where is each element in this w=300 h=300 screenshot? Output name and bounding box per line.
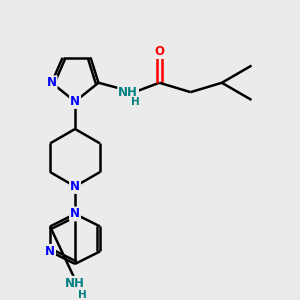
Text: N: N xyxy=(70,95,80,108)
Text: H: H xyxy=(77,290,86,299)
Text: N: N xyxy=(70,207,80,220)
Text: N: N xyxy=(45,245,55,258)
Text: N: N xyxy=(70,180,80,193)
Text: NH: NH xyxy=(118,85,138,99)
Text: N: N xyxy=(46,76,57,89)
Text: H: H xyxy=(130,97,140,107)
Text: O: O xyxy=(154,45,164,58)
Text: NH: NH xyxy=(65,277,85,290)
